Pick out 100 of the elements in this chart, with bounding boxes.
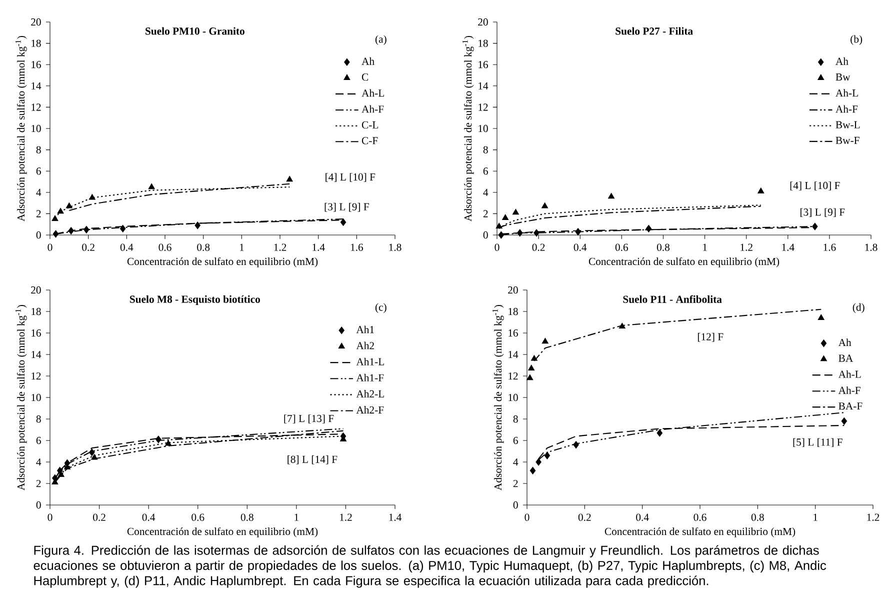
y-tick-label: 18 bbox=[478, 40, 488, 47]
y-tick-label: 20 bbox=[478, 18, 488, 26]
x-tick-label: 0 bbox=[524, 514, 530, 521]
y-tick-label: 18 bbox=[32, 308, 41, 316]
x-tick-label: 0 bbox=[48, 244, 52, 251]
chart-title: Suelo P27 - Filita bbox=[616, 27, 693, 35]
legend-label: Ah-L bbox=[838, 370, 861, 378]
y-axis-title: Adsorción potencial de sulfato (mmol kg$^{-1}$) bbox=[462, 36, 474, 222]
y-tick-label: 14 bbox=[32, 350, 42, 358]
x-tick-label: 1 bbox=[294, 514, 298, 521]
annotation: [3] L [9] F bbox=[324, 202, 369, 212]
legend-label: Ah-F bbox=[362, 105, 384, 113]
x-tick-label: 0.4 bbox=[574, 244, 587, 251]
y-tick-label: 16 bbox=[32, 329, 41, 337]
x-tick-label: 0 bbox=[48, 514, 52, 521]
x-tick-label: 0.6 bbox=[158, 244, 172, 251]
legend-label: BA bbox=[838, 354, 854, 362]
y-axis-title: Adsorción potencial de sulfato (mmol kg$^{-1}$) bbox=[492, 305, 504, 490]
y-tick-label: 8 bbox=[36, 146, 41, 154]
x-tick-label: 1.6 bbox=[350, 244, 364, 251]
annotation: [12] F bbox=[698, 332, 724, 342]
x-tick-label: 1.2 bbox=[340, 514, 352, 521]
legend-label: Ah2-L bbox=[356, 390, 384, 398]
annotation: [7] L [13] F bbox=[284, 414, 334, 424]
y-tick-label: 2 bbox=[36, 480, 41, 488]
y-tick-label: 0 bbox=[36, 501, 41, 509]
x-tick-label: 1.4 bbox=[312, 244, 325, 251]
x-tick-label: 1.2 bbox=[274, 244, 286, 251]
x-tick-label: 0.6 bbox=[694, 514, 706, 521]
legend-label: Ah1-F bbox=[356, 374, 384, 382]
legend-label: Bw bbox=[836, 73, 850, 81]
y-tick-label: 4 bbox=[36, 458, 42, 466]
y-tick-label: 2 bbox=[513, 480, 518, 488]
x-tick-label: 1.4 bbox=[782, 244, 794, 251]
y-tick-label: 0 bbox=[513, 501, 518, 509]
x-tick-label: 1 bbox=[814, 514, 818, 521]
y-tick-label: 6 bbox=[513, 436, 518, 444]
x-tick-label: 0.8 bbox=[197, 244, 210, 251]
x-tick-label: 0.2 bbox=[93, 514, 106, 521]
x-tick-label: 1.2 bbox=[867, 514, 880, 521]
x-axis-title: Concentración de sulfato en equilibrio (mM) bbox=[127, 257, 318, 268]
legend-label: Ah-F bbox=[836, 105, 858, 113]
y-tick-label: 18 bbox=[508, 308, 518, 316]
y-tick-label: 8 bbox=[36, 415, 41, 423]
annotation: (d) bbox=[852, 303, 864, 313]
y-tick-label: 6 bbox=[36, 168, 41, 175]
y-tick-label: 20 bbox=[31, 18, 41, 26]
y-tick-label: 10 bbox=[32, 124, 41, 132]
annotation: (b) bbox=[850, 35, 862, 45]
y-tick-label: 20 bbox=[508, 286, 518, 294]
x-tick-label: 0.8 bbox=[240, 514, 254, 521]
y-tick-label: 12 bbox=[32, 104, 41, 111]
y-tick-label: 6 bbox=[483, 168, 488, 175]
x-tick-label: 0.6 bbox=[192, 514, 204, 521]
x-tick-label: 1.8 bbox=[865, 244, 878, 251]
y-tick-label: 16 bbox=[508, 329, 518, 337]
y-tick-label: 12 bbox=[478, 104, 488, 111]
legend-label: Ah-L bbox=[362, 89, 384, 97]
legend-label: C bbox=[362, 73, 368, 81]
annotation: [4] L [10] F bbox=[790, 182, 840, 190]
legend-label: Ah-L bbox=[836, 89, 858, 97]
annotation: (a) bbox=[375, 35, 386, 45]
y-tick-label: 14 bbox=[32, 82, 42, 90]
annotation: [4] L [10] F bbox=[326, 173, 376, 182]
y-axis-title: Adsorción potencial de sulfato (mmol kg$^{-1}$) bbox=[15, 36, 27, 222]
legend-label: Ah2 bbox=[356, 342, 374, 350]
legend-label: Ah1 bbox=[356, 326, 374, 334]
x-tick-label: 1.6 bbox=[824, 244, 836, 251]
y-tick-label: 14 bbox=[478, 82, 488, 90]
legend-label: Bw-F bbox=[836, 136, 860, 144]
y-tick-label: 2 bbox=[483, 210, 488, 218]
y-tick-label: 2 bbox=[36, 210, 41, 218]
annotation: [8] L [14] F bbox=[288, 455, 338, 464]
x-tick-label: 0.8 bbox=[656, 244, 670, 251]
y-tick-label: 16 bbox=[478, 61, 488, 68]
x-tick-label: 0.4 bbox=[636, 514, 649, 521]
y-tick-label: 12 bbox=[508, 372, 518, 380]
y-tick-label: 8 bbox=[483, 146, 488, 154]
x-tick-label: 0.2 bbox=[578, 514, 591, 521]
y-tick-label: 6 bbox=[36, 436, 41, 444]
y-tick-label: 10 bbox=[32, 394, 41, 402]
y-tick-label: 16 bbox=[32, 61, 41, 68]
x-tick-label: 0.4 bbox=[120, 244, 134, 251]
legend-label: Ah-F bbox=[838, 386, 860, 394]
chart-title: Suelo M8 - Esquisto biotítico bbox=[130, 295, 260, 305]
chart-title: Suelo PM10 - Granito bbox=[146, 27, 244, 35]
y-tick-label: 4 bbox=[483, 188, 488, 196]
y-tick-label: 14 bbox=[508, 350, 518, 358]
y-tick-label: 0 bbox=[36, 231, 41, 239]
legend-label: Bw-L bbox=[836, 121, 860, 128]
legend-label: C-L bbox=[362, 121, 378, 129]
y-tick-label: 4 bbox=[513, 458, 518, 466]
x-axis-title: Concentración de sulfato en equilibrio (mM) bbox=[604, 527, 796, 538]
annotation: [3] L [9] F bbox=[800, 208, 845, 218]
legend-label: Ah2-F bbox=[356, 406, 384, 414]
x-tick-label: 0 bbox=[494, 244, 500, 251]
legend-label: C-F bbox=[362, 137, 378, 144]
legend-label: Ah bbox=[836, 57, 848, 65]
x-tick-label: 1.8 bbox=[389, 244, 402, 251]
x-tick-label: 1 bbox=[703, 244, 707, 251]
